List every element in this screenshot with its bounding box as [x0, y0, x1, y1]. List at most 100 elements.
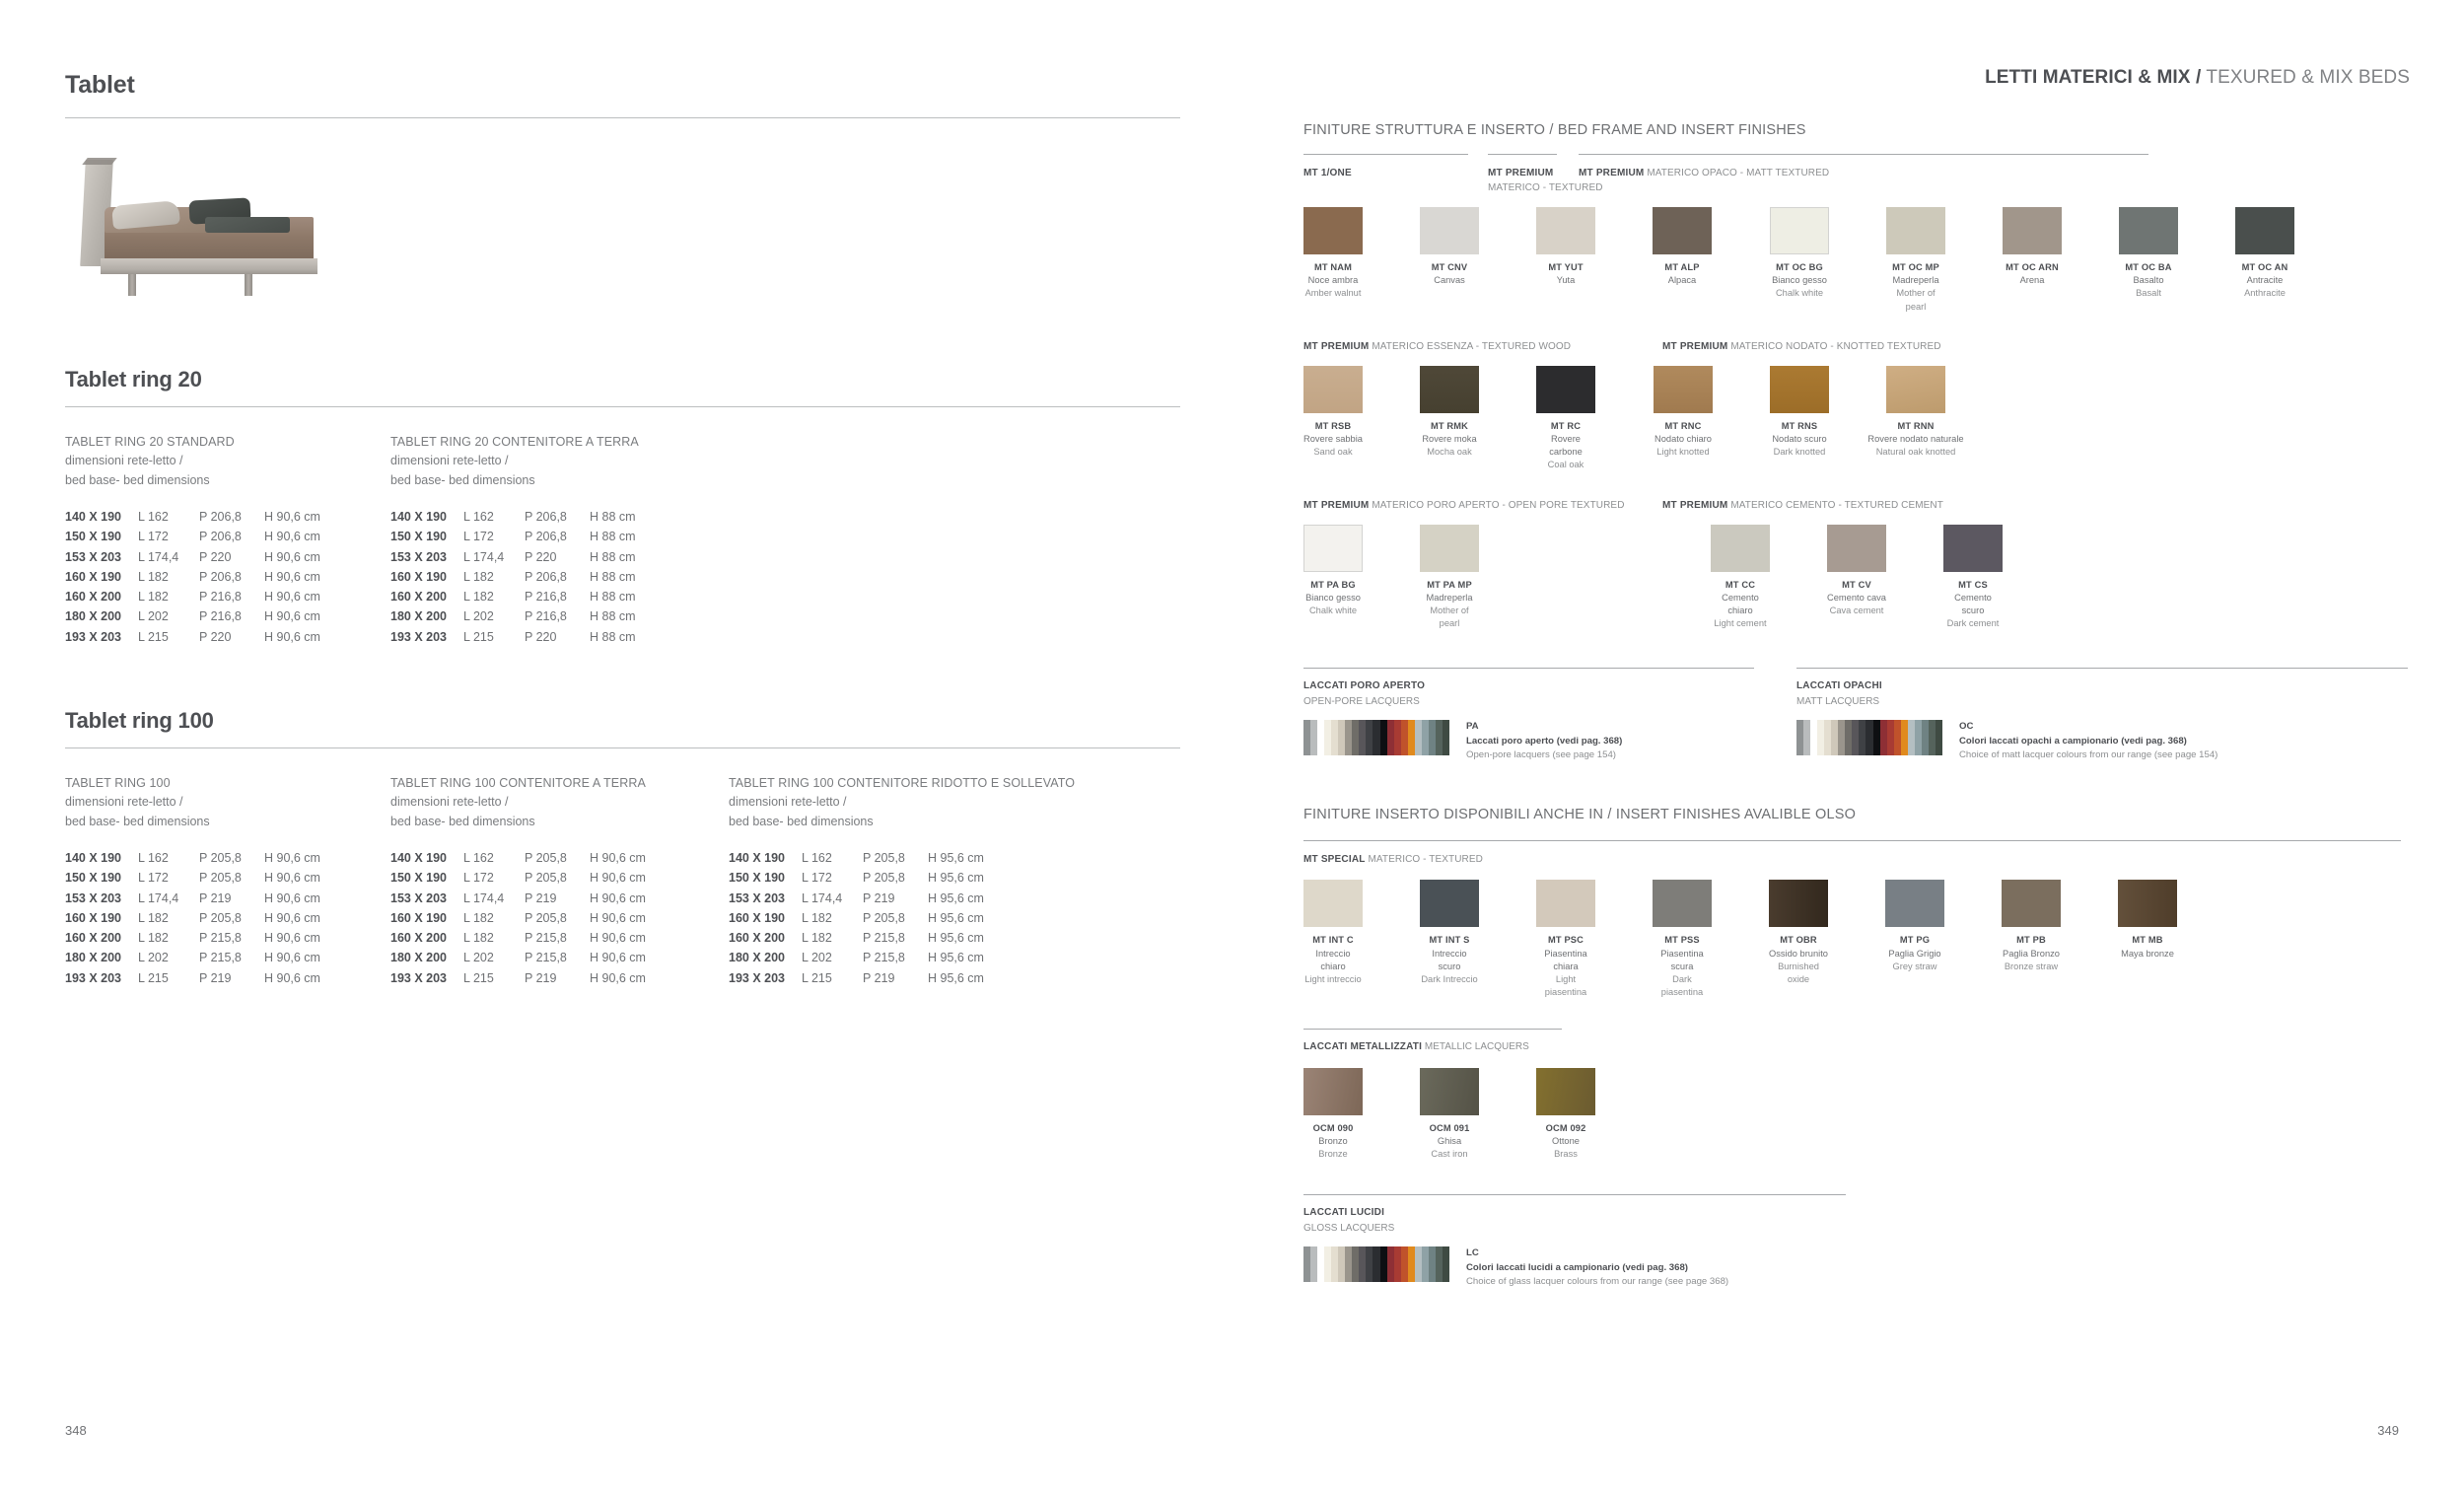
swatch-mt-rsb[interactable]: MT RSB Rovere sabbia Sand oak — [1303, 365, 1363, 472]
swatch-name-en: Dark knotted — [1773, 447, 1826, 458]
table-row: 180 X 200 L 202 P 215,8 H 95,6 cm — [729, 948, 1075, 967]
swatch-ocm-092[interactable]: OCM 092 Ottone Brass — [1536, 1067, 1595, 1162]
swatch-name-en: Dark cement — [1946, 618, 2000, 629]
swatch-mt-cv[interactable]: MT CV Cemento cava Cava cement — [1827, 524, 1886, 631]
cell-size: 140 X 190 — [65, 851, 121, 865]
swatch-mt-pa-mp[interactable]: MT PA MP Madreperla Mother of pearl — [1420, 524, 1479, 631]
right-page: LETTI MATERICI & MIX / TEXURED & MIX BED… — [1232, 0, 2464, 1495]
swatch-chip — [1769, 880, 1828, 928]
swatch-code: MT RNC — [1664, 420, 1702, 431]
lacquer-title-it: LACCATI PORO APERTO — [1303, 680, 1426, 692]
swatch-mt-nam[interactable]: MT NAM Noce ambra Amber walnut — [1303, 207, 1363, 314]
swatch-mt-int-c[interactable]: MT INT C Intreccio chiaro Light intrecci… — [1303, 880, 1363, 999]
table-row: 140 X 190 L 162 P 206,8 H 90,6 cm — [65, 507, 390, 527]
swatch-mt-rnc[interactable]: MT RNC Nodato chiaro Light knotted — [1654, 365, 1713, 472]
page-number-right: 349 — [2377, 1423, 2399, 1438]
swatch-code: MT RNN — [1897, 420, 1935, 431]
table-row: 160 X 200 L 182 P 215,8 H 95,6 cm — [729, 928, 1075, 948]
lacquer-caption: PA Laccati poro aperto (vedi pag. 368) O… — [1466, 720, 1622, 762]
swatch-mt-cc[interactable]: MT CC Cemento chiaro Light cement — [1711, 524, 1770, 631]
gloss-desc-en: Choice of glass lacquer colours from our… — [1466, 1276, 1729, 1288]
swatch-ocm-090[interactable]: OCM 090 Bronzo Bronze — [1303, 1067, 1363, 1162]
swatch-chip — [1420, 207, 1479, 254]
cell-depth: P 215,8 — [863, 931, 905, 945]
swatch-name-it: Ghisa — [1437, 1136, 1462, 1147]
cell-size: 160 X 190 — [729, 910, 785, 925]
cell-length: L 172 — [138, 530, 169, 544]
swatch-code: MT RMK — [1430, 420, 1469, 431]
swatch-mt-cnv[interactable]: MT CNV Canvas — [1420, 207, 1479, 314]
table-row: 150 X 190 L 172 P 206,8 H 88 cm — [390, 527, 639, 546]
swatch-mt-cs[interactable]: MT CS Cemento scuro Dark cement — [1943, 524, 2003, 631]
cell-depth: P 205,8 — [863, 851, 905, 865]
gloss-color-strip[interactable] — [1303, 1246, 1449, 1283]
swatch-mt-yut[interactable]: MT YUT Yuta — [1536, 207, 1595, 314]
swatch-mt-int-s[interactable]: MT INT S Intreccio scuro Dark Intreccio — [1420, 880, 1479, 999]
swatch-mt-rc[interactable]: MT RC Rovere carbone Coal oak — [1536, 365, 1595, 472]
cell-depth: P 205,8 — [199, 910, 242, 925]
swatch-mt-oc-an[interactable]: MT OC AN Antracite Anthracite — [2235, 207, 2294, 314]
cell-depth: P 219 — [199, 890, 232, 905]
swatch-mt-mb[interactable]: MT MB Maya bronze — [2118, 880, 2177, 999]
section2-divider — [1303, 840, 2401, 842]
swatch-mt-pss[interactable]: MT PSS Piasentina scura Dark piasentina — [1653, 880, 1712, 999]
table-row: 140 X 190 L 162 P 205,8 H 95,6 cm — [729, 848, 1075, 868]
title-divider — [65, 117, 1180, 118]
swatch-chip — [2119, 207, 2178, 254]
swatch-mt-pa-bg[interactable]: MT PA BG Bianco gesso Chalk white — [1303, 524, 1363, 631]
cell-length: L 202 — [802, 951, 832, 965]
swatch-mt-oc-mp[interactable]: MT OC MP Madreperla Mother of pearl — [1886, 207, 1945, 314]
swatch-mt-rnn[interactable]: MT RNN Rovere nodato naturale Natural oa… — [1867, 365, 1964, 472]
swatch-ocm-091[interactable]: OCM 091 Ghisa Cast iron — [1420, 1067, 1479, 1162]
swatch-row-metallic: OCM 090 Bronzo Bronze OCM 091 Ghisa Cast… — [1303, 1067, 2410, 1162]
swatch-name-it: Yuta — [1556, 275, 1576, 286]
swatch-mt-oc-arn[interactable]: MT OC ARN Arena — [2003, 207, 2062, 314]
bed-throw-blanket — [205, 217, 290, 233]
swatch-mt-pg[interactable]: MT PG Paglia Grigio Grey straw — [1885, 880, 1944, 999]
swatch-mt-alp[interactable]: MT ALP Alpaca — [1653, 207, 1712, 314]
swatch-name-it: Intreccio scuro — [1432, 948, 1467, 971]
swatch-chip — [1303, 365, 1363, 413]
table-row: 180 X 200 L 202 P 215,8 H 90,6 cm — [65, 948, 390, 967]
group-labels-row-1: MT 1/ONE MT PREMIUM MATERICO - TEXTURED … — [1303, 166, 2410, 195]
lacquer-code: PA — [1466, 721, 1479, 733]
swatch-mt-oc-ba[interactable]: MT OC BA Basalto Basalt — [2119, 207, 2178, 314]
swatch-row-1: MT NAM Noce ambra Amber walnut MT CNV Ca… — [1303, 207, 2410, 314]
swatch-label: MT PA BG Bianco gesso Chalk white — [1303, 579, 1363, 618]
swatch-label: MT OBR Ossido brunito Burnished oxide — [1769, 934, 1828, 986]
swatch-mt-obr[interactable]: MT OBR Ossido brunito Burnished oxide — [1769, 880, 1828, 999]
swatch-name-en: Burnished oxide — [1778, 961, 1819, 984]
swatch-chip — [1303, 880, 1363, 928]
swatch-chip — [2118, 880, 2177, 928]
swatch-mt-pb[interactable]: MT PB Paglia Bronzo Bronze straw — [2002, 880, 2061, 999]
swatch-code: MT CV — [1842, 579, 1871, 590]
swatch-label: MT RNN Rovere nodato naturale Natural oa… — [1862, 420, 1970, 460]
cell-depth: P 206,8 — [199, 530, 242, 544]
swatch-code: MT OC ARN — [2006, 262, 2059, 272]
table-row: 160 X 200 L 182 P 216,8 H 88 cm — [390, 587, 639, 606]
swatch-mt-psc[interactable]: MT PSC Piasentina chiara Light piasentin… — [1536, 880, 1595, 999]
cell-length: L 182 — [138, 910, 169, 925]
lacquer-color-strip[interactable] — [1796, 720, 1942, 756]
swatch-mt-rns[interactable]: MT RNS Nodato scuro Dark knotted — [1770, 365, 1829, 472]
cell-depth: P 219 — [863, 890, 895, 905]
swatch-name-en: Mother of pearl — [1896, 288, 1936, 312]
lacquer-color-strip[interactable] — [1303, 720, 1449, 756]
cell-length: L 202 — [463, 609, 494, 624]
table-header: TABLET RING 20 STANDARD dimensioni rete-… — [65, 433, 390, 490]
table-subtitle-it: dimensioni rete-letto / — [390, 454, 509, 468]
swatch-code: OCM 091 — [1429, 1122, 1470, 1133]
swatch-chip — [2002, 880, 2061, 928]
swatch-mt-rmk[interactable]: MT RMK Rovere moka Mocha oak — [1420, 365, 1479, 472]
swatch-mt-oc-bg[interactable]: MT OC BG Bianco gesso Chalk white — [1770, 207, 1829, 314]
cell-depth: P 206,8 — [525, 569, 567, 584]
swatch-name-en: Natural oak knotted — [1875, 447, 1956, 458]
cell-depth: P 219 — [199, 970, 232, 985]
cell-size: 193 X 203 — [390, 629, 447, 644]
group-desc: MATERICO PORO APERTO - OPEN PORE TEXTURE… — [1369, 499, 1625, 511]
swatch-name-it: Cemento scuro — [1954, 592, 1992, 615]
cell-height: H 90,6 cm — [590, 931, 646, 945]
page-title: Tablet — [65, 71, 135, 99]
group-rule — [1488, 154, 1557, 155]
cell-depth: P 219 — [863, 970, 895, 985]
